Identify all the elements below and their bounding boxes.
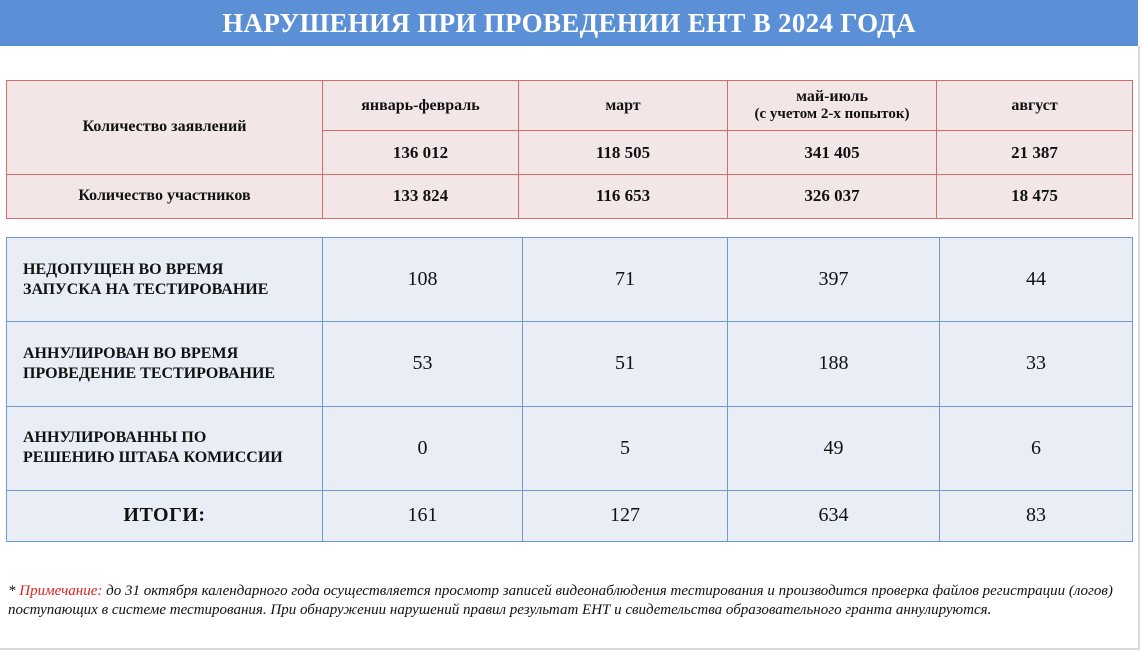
- violation-label-line: АННУЛИРОВАННЫ ПО: [23, 429, 207, 447]
- footnote: * Примечание: до 31 октября календарного…: [8, 582, 1118, 620]
- total-value: 634: [727, 489, 940, 543]
- participants-value: 18 475: [936, 173, 1133, 220]
- violation-value: 49: [727, 405, 940, 491]
- table-row: Количество участников 133 824 116 653 32…: [6, 173, 1133, 220]
- applications-value: 118 505: [518, 130, 728, 175]
- violation-label-line: АННУЛИРОВАН ВО ВРЕМЯ: [23, 344, 239, 362]
- table-row: 136 012 118 505 341 405 21 387: [7, 130, 1133, 175]
- violation-label: НЕДОПУЩЕН ВО ВРЕМЯ ЗАПУСКА НА ТЕСТИРОВАН…: [6, 236, 323, 323]
- period-label: январь-февраль: [361, 96, 480, 114]
- violation-value: 44: [939, 236, 1133, 323]
- total-label: ИТОГИ:: [6, 489, 323, 543]
- applications-participants-table: Количество заявлений январь-февраль март…: [6, 79, 1133, 220]
- violation-label-line: ПРОВЕДЕНИЕ ТЕСТИРОВАНИЕ: [23, 364, 276, 382]
- period-header: январь-февраль: [322, 79, 519, 132]
- applications-label: Количество заявлений: [6, 80, 323, 175]
- violation-value: 6: [939, 405, 1133, 491]
- participants-value: 116 653: [518, 173, 728, 220]
- total-value: 161: [322, 489, 523, 543]
- period-header: май-июль (с учетом 2-х попыток): [727, 79, 937, 132]
- applications-value: 21 387: [936, 130, 1133, 175]
- participants-value: 326 037: [727, 173, 937, 220]
- period-sublabel: (с учетом 2-х попыток): [754, 106, 910, 123]
- violation-value: 71: [522, 236, 728, 323]
- violation-label-line: РЕШЕНИЮ ШТАБА КОМИССИИ: [23, 449, 283, 467]
- period-label: май-июль: [796, 88, 868, 106]
- violations-table: НЕДОПУЩЕН ВО ВРЕМЯ ЗАПУСКА НА ТЕСТИРОВАН…: [6, 236, 1133, 543]
- footnote-label: Примечание:: [19, 583, 103, 599]
- violation-value: 33: [939, 321, 1133, 407]
- violation-value: 397: [727, 236, 940, 323]
- participants-label: Количество участников: [6, 173, 323, 220]
- table-row: АННУЛИРОВАН ВО ВРЕМЯ ПРОВЕДЕНИЕ ТЕСТИРОВ…: [6, 321, 1133, 407]
- footnote-marker: *: [8, 583, 20, 599]
- table-row: АННУЛИРОВАННЫ ПО РЕШЕНИЮ ШТАБА КОМИССИИ …: [6, 405, 1133, 491]
- violation-label: АННУЛИРОВАН ВО ВРЕМЯ ПРОВЕДЕНИЕ ТЕСТИРОВ…: [6, 321, 323, 407]
- footnote-text: до 31 октября календарного года осуществ…: [8, 583, 1113, 618]
- violation-label-line: ЗАПУСКА НА ТЕСТИРОВАНИЕ: [23, 280, 269, 298]
- violation-value: 53: [322, 321, 523, 407]
- violation-value: 51: [522, 321, 728, 407]
- total-row: ИТОГИ: 161 127 634 83: [6, 489, 1133, 543]
- applications-value: 341 405: [727, 130, 937, 175]
- page-title: НАРУШЕНИЯ ПРИ ПРОВЕДЕНИИ ЕНТ В 2024 ГОДА: [0, 0, 1138, 46]
- period-header: март: [518, 79, 728, 132]
- total-value: 83: [939, 489, 1133, 543]
- table-row: Количество заявлений январь-февраль март…: [6, 79, 1133, 175]
- period-label: март: [605, 96, 641, 114]
- table-row: НЕДОПУЩЕН ВО ВРЕМЯ ЗАПУСКА НА ТЕСТИРОВАН…: [6, 236, 1133, 323]
- participants-value: 133 824: [322, 173, 519, 220]
- violation-value: 0: [322, 405, 523, 491]
- period-label: август: [1011, 96, 1058, 114]
- period-header: август: [936, 79, 1133, 132]
- violation-label-line: НЕДОПУЩЕН ВО ВРЕМЯ: [23, 260, 224, 278]
- total-value: 127: [522, 489, 728, 543]
- violation-value: 188: [727, 321, 940, 407]
- violation-value: 108: [322, 236, 523, 323]
- slide-frame: [0, 46, 1140, 650]
- violation-value: 5: [522, 405, 728, 491]
- applications-value: 136 012: [322, 130, 519, 175]
- violation-label: АННУЛИРОВАННЫ ПО РЕШЕНИЮ ШТАБА КОМИССИИ: [6, 405, 323, 491]
